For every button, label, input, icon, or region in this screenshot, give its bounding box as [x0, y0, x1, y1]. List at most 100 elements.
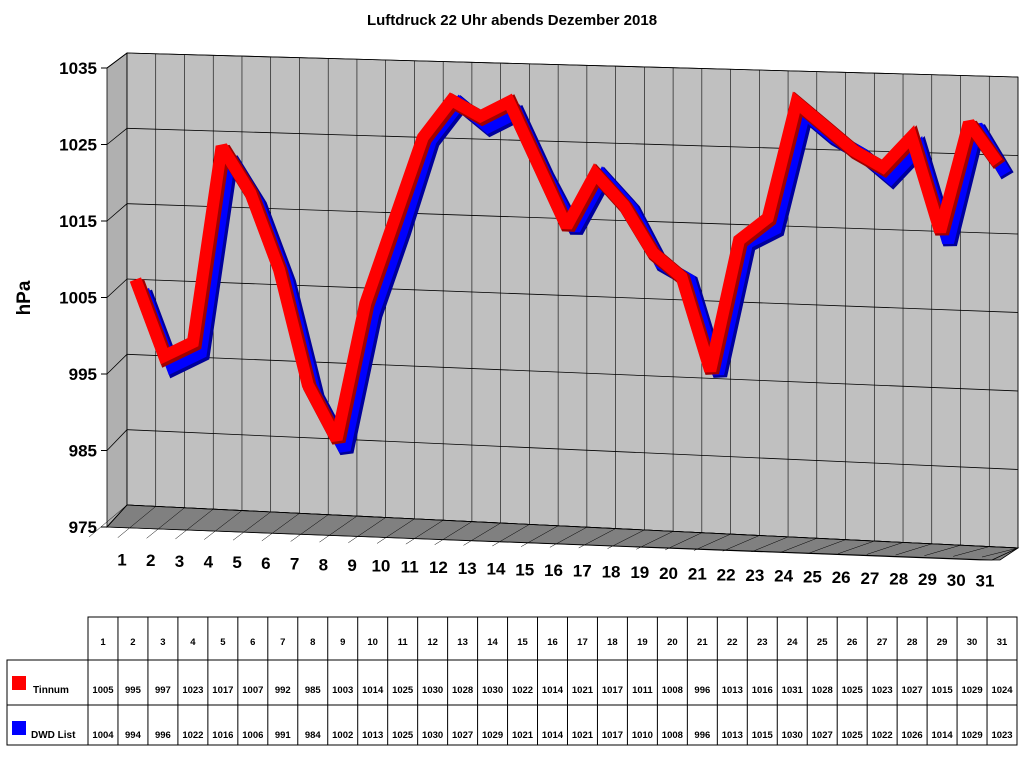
floor-gridline	[953, 546, 990, 557]
table-value-cell: 1029	[961, 685, 982, 696]
table-header-cell: 30	[967, 637, 978, 648]
table-value-cell: 1016	[752, 685, 773, 696]
series-lines	[129, 91, 1014, 456]
table-header-cell: 12	[427, 637, 438, 648]
table-value-cell: 1015	[752, 730, 774, 741]
floor-gridline	[204, 510, 243, 540]
data-table: 1 2 3 4 5 6 7 8 9 10 11 12 13 14 15 16 17 18 19 20 21 22 23 24 2…	[6, 616, 1018, 746]
table-value-cell: 1005	[92, 685, 114, 696]
table-value-cell: 1030	[782, 730, 803, 741]
x-tick-label: 18	[602, 562, 621, 581]
floor-gridline	[981, 547, 1019, 558]
floor-gridline	[895, 543, 932, 556]
table-value-cell: 1014	[542, 730, 564, 741]
floor-gridline	[146, 507, 185, 539]
horizontal-gridline	[126, 353, 1019, 392]
table-header-cell: 24	[787, 637, 798, 648]
table-header-cell: 21	[697, 637, 708, 648]
floor-gridline	[607, 529, 645, 549]
table-value-cell: 1023	[991, 730, 1012, 741]
y-tick-label: 975	[69, 518, 97, 537]
table-header-cell: 22	[727, 637, 738, 648]
table-value-cell: 996	[694, 685, 710, 696]
table-header-cell: 14	[487, 637, 498, 648]
floor-gridline	[463, 522, 501, 546]
x-tick-label: 1	[117, 550, 126, 569]
x-tick-label: 11	[401, 557, 419, 576]
table-header-cell: 9	[340, 637, 345, 648]
x-tick-label: 27	[860, 569, 879, 588]
x-tick-label: 3	[175, 552, 184, 571]
table-header-cell: 8	[310, 637, 315, 648]
table-header-cell: 10	[367, 637, 378, 648]
floor-gridline	[722, 535, 760, 552]
legend-label: Tinnum	[33, 685, 69, 696]
table-header-cell: 7	[280, 637, 285, 648]
table-value-cell: 994	[125, 730, 142, 741]
x-tick-label: 13	[458, 559, 477, 578]
table-header-cell: 19	[637, 637, 648, 648]
horizontal-gridline	[126, 278, 1019, 313]
floor-gridline	[809, 539, 846, 554]
x-tick-label: 22	[717, 565, 736, 584]
y-tick-label: 995	[69, 365, 97, 384]
x-tick-label: 9	[347, 556, 356, 575]
floor-gridline	[88, 504, 128, 538]
floor-gridline	[117, 506, 156, 538]
x-axis-ticks: 1 2 3 4 5 6 7 8 9 10 11 12 13 14 15 16 17 18 19 20 21 22 23 24 2…	[117, 550, 994, 590]
horizontal-gridline	[126, 429, 1019, 470]
floor-gridline	[348, 517, 386, 544]
table-value-cell: 1003	[332, 685, 353, 696]
x-tick-label: 10	[371, 557, 390, 576]
floor-gridline	[636, 531, 674, 550]
table-value-cell: 1008	[662, 685, 683, 696]
table-value-cell: 1023	[182, 685, 203, 696]
y-tick-label: 985	[69, 442, 97, 461]
table-header-cell: 26	[847, 637, 858, 648]
floor-gridline	[578, 528, 616, 549]
floor-gridline	[319, 515, 358, 543]
table-value-cell: 995	[125, 685, 142, 696]
table-header-cell: 3	[160, 637, 165, 648]
horizontal-gridline	[126, 127, 1019, 156]
table-header-cell: 5	[220, 637, 226, 648]
table-value-cell: 1017	[602, 730, 623, 741]
table-header-cell: 15	[517, 637, 528, 648]
chart-walls	[106, 52, 1020, 561]
gridlines	[88, 52, 1019, 558]
table-value-cell: 1011	[632, 685, 653, 696]
table-header-cell: 18	[607, 637, 618, 648]
table-value-cell: 1014	[362, 685, 384, 696]
table-value-cell: 1030	[422, 730, 443, 741]
table-header-cell: 28	[907, 637, 918, 648]
table-header-cell: 6	[250, 637, 255, 648]
table-value-cell: 1030	[482, 685, 503, 696]
table-value-cell: 1025	[392, 685, 414, 696]
table-header-cell: 20	[667, 637, 678, 648]
x-tick-label: 24	[774, 567, 793, 586]
x-tick-label: 12	[429, 558, 448, 577]
left-wall	[106, 52, 128, 529]
table-value-cell: 1007	[242, 685, 263, 696]
x-tick-label: 6	[261, 554, 270, 573]
table-header-cell: 16	[547, 637, 558, 648]
y-axis-label: hPa	[14, 280, 35, 315]
x-tick-label: 25	[803, 567, 822, 586]
x-tick-label: 8	[319, 555, 328, 574]
table-header-cell: 2	[130, 637, 135, 648]
floor-gridline	[175, 508, 214, 540]
back-wall	[126, 52, 1019, 549]
side-gridline	[106, 278, 128, 298]
y-axis-ticks: 975 985 995 1005 1015 1025 1035	[59, 59, 107, 537]
x-tick-label: 31	[976, 572, 995, 591]
legend-swatch	[12, 676, 26, 690]
table-value-cell: 996	[155, 730, 171, 741]
side-gridline	[106, 52, 128, 69]
floor-gridline	[290, 514, 329, 542]
chart-title: Luftdruck 22 Uhr abends Dezember 2018	[367, 12, 657, 29]
table-value-cell: 1027	[812, 730, 833, 741]
floor-gridline	[549, 526, 587, 548]
table-value-cell: 1013	[722, 730, 743, 741]
table-value-cell: 1017	[212, 685, 233, 696]
